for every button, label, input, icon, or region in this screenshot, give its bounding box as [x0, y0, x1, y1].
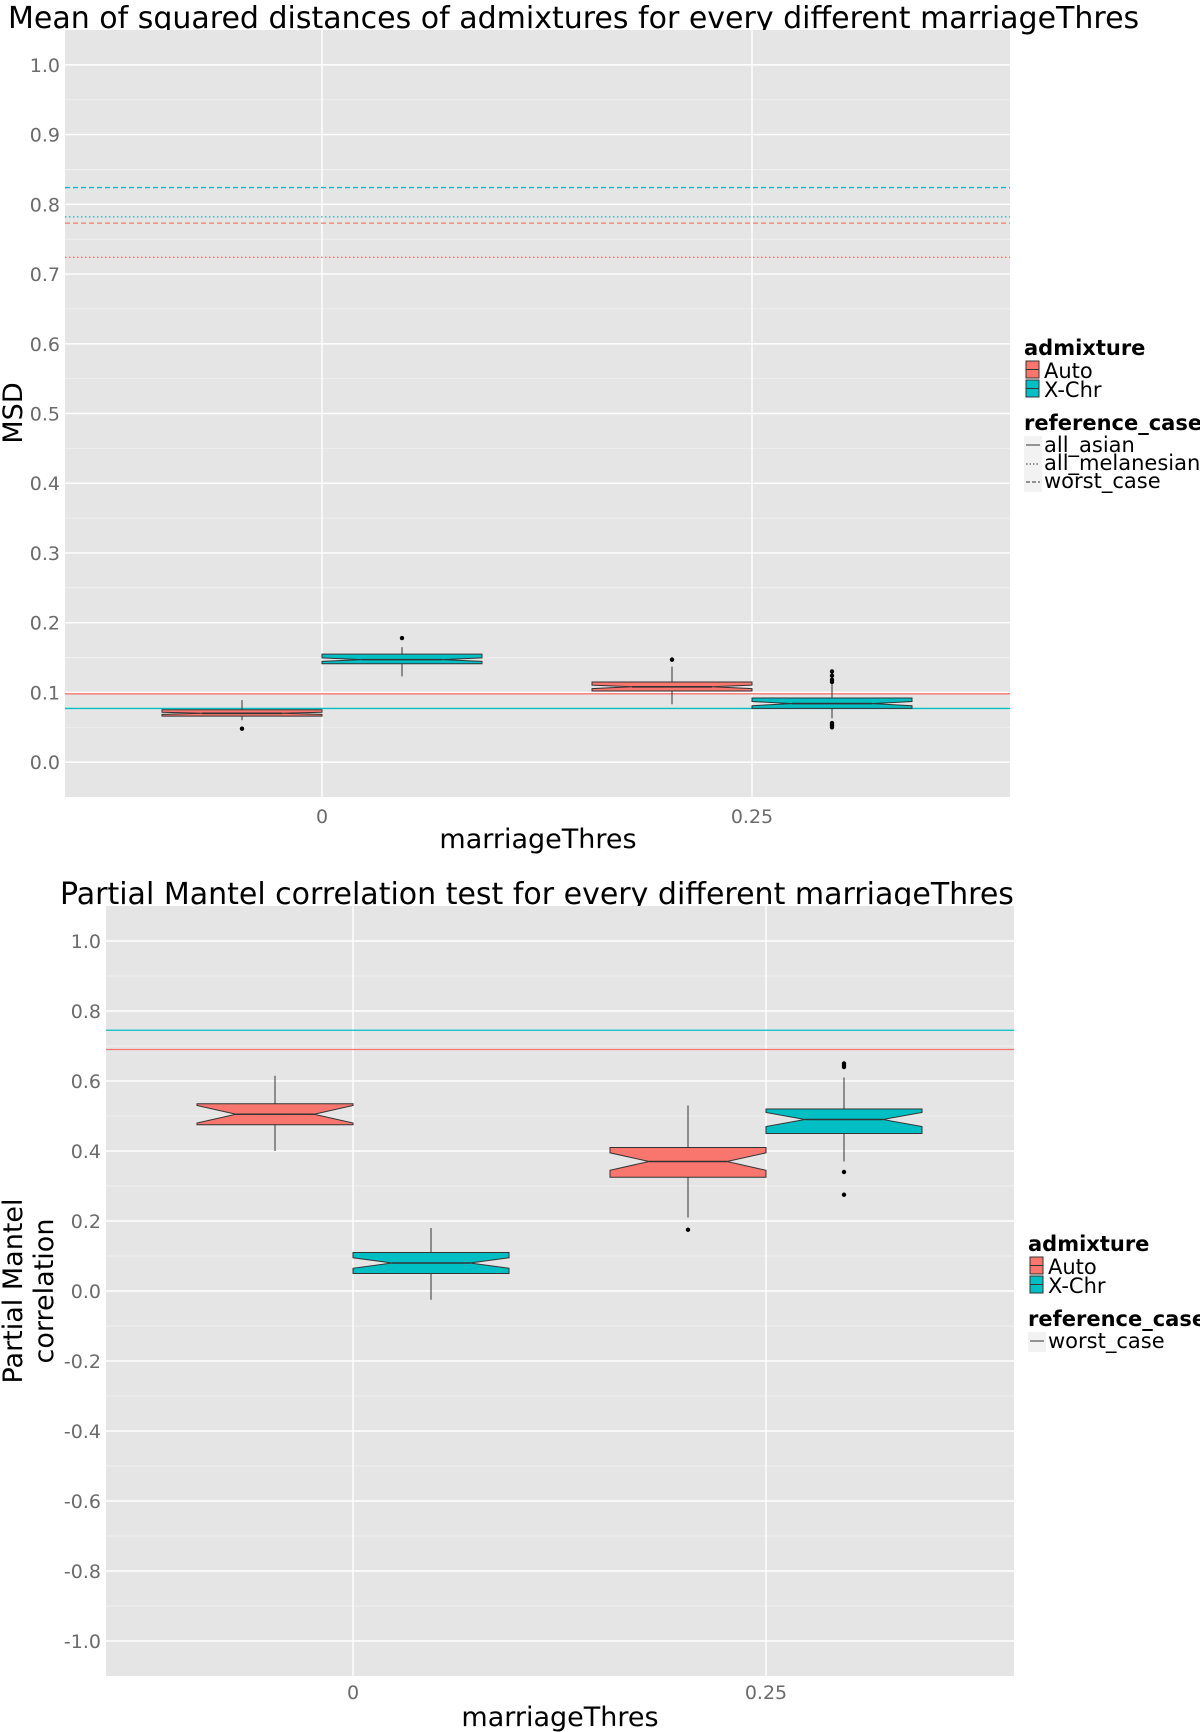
box-body: [765, 1108, 923, 1134]
outlier-point: [841, 1192, 847, 1197]
y-tick-label: -0.4: [64, 1421, 101, 1443]
legend-2-label-xchr: X-Chr: [1048, 1274, 1106, 1298]
grid-1: [65, 30, 1010, 797]
y-tick-label: 0.9: [30, 125, 60, 147]
box-auto-0: [196, 1075, 354, 1151]
box-auto-0.25: [609, 1105, 767, 1232]
outlier-point: [829, 679, 835, 685]
x-tick-label: 0: [316, 806, 328, 828]
y-tick-label: 0.7: [30, 264, 60, 286]
y-axis-title-2: Partial Mantel correlation: [0, 1198, 60, 1383]
outlier-point: [841, 1169, 847, 1175]
x-tick-label: 0.25: [745, 1682, 787, 1704]
y-tick-label: 0.8: [71, 1001, 101, 1023]
legend-1-label-xchr: X-Chr: [1044, 378, 1102, 402]
x-tick-labels-1: 0 0.25: [316, 806, 773, 828]
x-tick-label: 0.25: [731, 806, 773, 828]
x-tick-label: 0: [347, 1682, 359, 1704]
boxes-2: [196, 1061, 923, 1300]
outlier-point: [829, 725, 835, 730]
y-axis-title-2-line-1: Partial Mantel: [0, 1198, 29, 1383]
box-xchr-0: [352, 1228, 510, 1300]
legend-1-fill-title: admixture: [1024, 336, 1145, 360]
legend-2-linetype-title: reference_case: [1028, 1307, 1200, 1331]
x-axis-title-1: marriageThres: [439, 824, 636, 855]
y-tick-label: 1.0: [71, 931, 101, 953]
y-tick-label: 0.6: [71, 1071, 101, 1093]
y-tick-label: 0.6: [30, 334, 60, 356]
grid-2: [106, 906, 1014, 1676]
legend-2: admixture Auto X-Chr reference_case wors…: [1028, 1232, 1200, 1354]
y-tick-label: 0.3: [30, 543, 60, 565]
x-axis-title-2: marriageThres: [461, 1702, 658, 1732]
legend-1: admixture Auto X-Chr reference_case all_…: [1024, 336, 1200, 494]
legend-1-label-all-asian: all_asian: [1044, 433, 1135, 458]
box-auto-0: [161, 700, 323, 731]
legend-1-label-all-melanesian: all_melanesian: [1044, 451, 1200, 476]
y-tick-label: 0.2: [71, 1211, 101, 1233]
outlier-point: [829, 669, 835, 674]
chart-partial-mantel: Partial Mantel correlation test for ever…: [0, 877, 1200, 1732]
box-auto-0.25: [591, 657, 753, 705]
outlier-point: [239, 726, 245, 731]
boxes-1: [161, 635, 913, 731]
outlier-point: [399, 635, 405, 641]
y-tick-label: -0.6: [64, 1491, 101, 1513]
legend-1-label-auto: Auto: [1044, 359, 1093, 383]
box-xchr-0: [321, 635, 483, 677]
outlier-point: [841, 1064, 847, 1070]
outlier-point: [669, 657, 675, 662]
box-xchr-0.25: [765, 1061, 923, 1197]
y-tick-label: 0.0: [71, 1281, 101, 1303]
legend-2-label-auto: Auto: [1048, 1255, 1097, 1279]
chart-msd: Mean of squared distances of admixtures …: [0, 1, 1200, 855]
y-axis-title-2-line-2: correlation: [29, 1219, 60, 1364]
y-tick-label: 0.0: [30, 752, 60, 774]
y-tick-label: 0.8: [30, 194, 60, 216]
legend-2-fill-title: admixture: [1028, 1232, 1149, 1256]
y-tick-label: 0.2: [30, 613, 60, 635]
y-tick-label: -0.8: [64, 1561, 101, 1583]
y-tick-label: 0.5: [30, 404, 60, 426]
legend-2-label-worst-case: worst_case: [1048, 1329, 1165, 1354]
y-tick-label: 0.1: [30, 682, 60, 704]
reference-lines-2: [106, 1029, 1014, 1051]
y-tick-label: 1.0: [30, 55, 60, 77]
y-tick-labels-1: 0.0 0.1 0.2 0.3 0.4 0.5 0.6 0.7 0.8 0.9 1.0: [30, 55, 60, 774]
box-xchr-0.25: [751, 669, 913, 730]
y-axis-title-1: MSD: [0, 382, 29, 443]
y-tick-label: -1.0: [64, 1631, 101, 1653]
x-tick-labels-2: 0 0.25: [347, 1682, 787, 1704]
outlier-point: [685, 1227, 691, 1232]
legend-1-linetype-title: reference_case: [1024, 411, 1200, 435]
y-tick-label: -0.2: [64, 1351, 101, 1373]
y-tick-label: 0.4: [30, 473, 60, 495]
outlier-point: [829, 673, 835, 678]
box-body: [609, 1147, 767, 1178]
y-tick-labels-2: -1.0 -0.8 -0.6 -0.4 -0.2 0.0 0.2 0.4 0.6 0.8 1.0: [64, 931, 101, 1653]
y-tick-label: 0.4: [71, 1141, 101, 1163]
legend-1-label-worst-case: worst_case: [1044, 469, 1161, 494]
